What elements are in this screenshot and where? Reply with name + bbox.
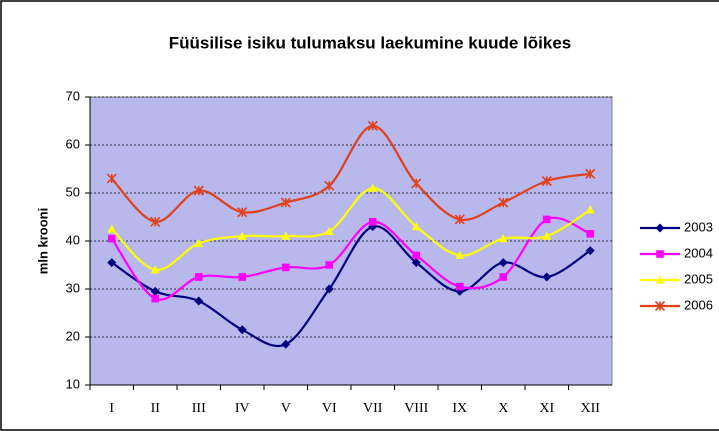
point	[194, 296, 204, 306]
point	[498, 258, 508, 268]
y-tick-label: 60	[66, 136, 80, 151]
x-tick-label: IX	[452, 401, 467, 416]
point	[150, 265, 160, 274]
point	[541, 175, 552, 187]
point	[368, 218, 377, 226]
legend-symbol	[655, 275, 665, 284]
point	[281, 339, 291, 349]
x-tick-label: VII	[363, 401, 383, 416]
point	[454, 214, 465, 225]
point	[107, 258, 117, 268]
y-tick-label: 50	[66, 184, 80, 199]
point	[411, 178, 422, 189]
point	[150, 286, 160, 296]
legend-label: 2006	[684, 297, 713, 312]
legend-label: 2005	[684, 271, 713, 286]
point	[194, 238, 204, 247]
point	[411, 258, 421, 268]
point	[368, 183, 378, 192]
point	[324, 226, 334, 235]
x-tick-label: VIII	[404, 401, 428, 416]
point	[193, 185, 204, 196]
series-line	[110, 216, 591, 301]
point	[107, 234, 116, 243]
y-tick-label: 30	[66, 280, 80, 295]
point	[151, 294, 160, 303]
legend-symbol	[656, 250, 664, 258]
x-tick-label: II	[151, 401, 161, 416]
legend-label: 2004	[684, 245, 713, 260]
point	[367, 120, 378, 131]
y-tick-label: 40	[66, 232, 80, 247]
point	[237, 207, 248, 218]
x-tick-label: VI	[322, 401, 337, 416]
point	[585, 205, 595, 214]
point	[542, 215, 551, 224]
point	[412, 251, 421, 260]
point	[106, 173, 117, 184]
point	[107, 224, 117, 233]
legend-marker	[654, 300, 666, 312]
point	[542, 231, 552, 240]
point	[150, 216, 161, 227]
point	[586, 230, 595, 238]
legend-symbol	[655, 223, 665, 233]
point	[281, 231, 291, 240]
y-axis-title: mln krooni	[35, 208, 50, 274]
point	[411, 222, 421, 231]
x-tick-label: X	[498, 401, 508, 416]
point	[325, 261, 334, 269]
point	[324, 284, 334, 294]
x-tick-label: XII	[581, 401, 601, 416]
point	[585, 246, 595, 256]
legend-label: 2003	[684, 219, 713, 234]
legend-marker	[655, 223, 665, 233]
point	[237, 325, 247, 335]
x-tick-label: III	[192, 401, 206, 416]
x-tick-label: XI	[539, 401, 554, 416]
point	[585, 168, 596, 179]
point	[498, 234, 508, 243]
x-tick-label: IV	[235, 401, 250, 416]
chart-title: Füüsilise isiku tulumaksu laekumine kuud…	[169, 33, 571, 52]
legend-marker	[655, 275, 665, 284]
point	[499, 273, 508, 281]
point	[194, 273, 203, 281]
point	[238, 273, 247, 281]
point	[455, 282, 464, 291]
y-tick-label: 70	[66, 88, 80, 103]
x-tick-label: I	[109, 401, 114, 416]
point	[498, 197, 509, 208]
point	[237, 231, 247, 240]
legend-marker	[656, 250, 664, 258]
y-tick-label: 20	[66, 328, 80, 343]
y-tick-label: 10	[66, 376, 80, 391]
legend-symbol	[654, 300, 666, 312]
x-tick-label: V	[281, 401, 291, 416]
point	[280, 197, 291, 208]
point	[542, 272, 552, 282]
point	[455, 250, 465, 259]
point	[281, 263, 290, 272]
point	[324, 180, 335, 191]
